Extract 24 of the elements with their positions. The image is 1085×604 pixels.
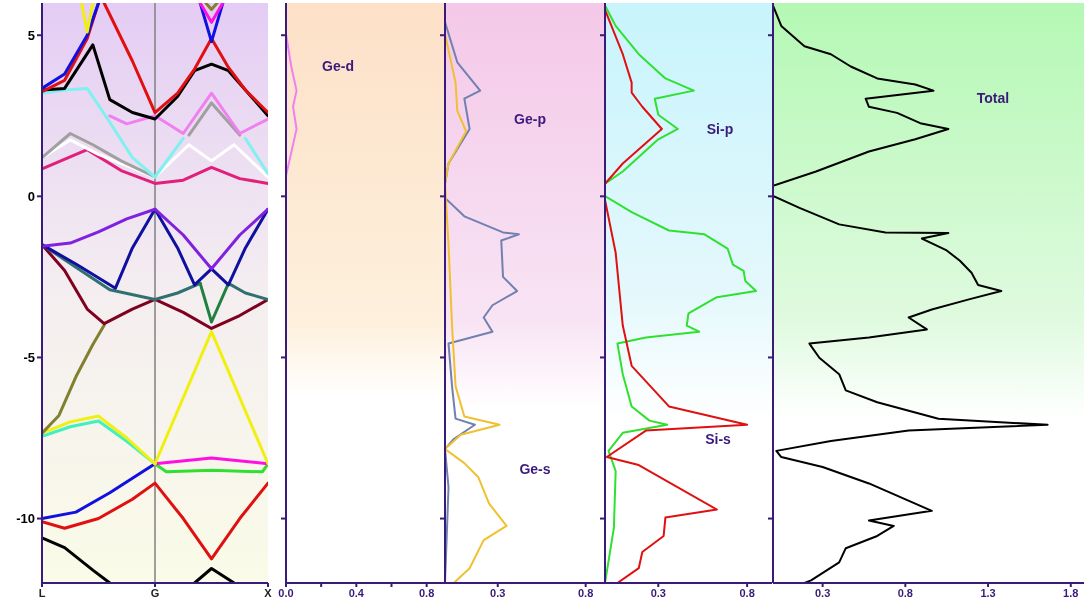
x-tick-label: G [150,586,160,599]
x-tick-label: 0.3 [650,586,666,599]
x-tick-label: 0.3 [814,586,831,599]
x-tick-label: 0.8 [578,586,594,599]
x-tick-label: 1.8 [1063,586,1079,599]
x-tick-label: X [264,586,273,599]
x-tick-label: L [38,586,46,599]
x-tick-label: 0.4 [348,586,365,599]
text: Total [975,90,1011,106]
y-tick-label: -10 [16,511,35,527]
x-tick-label: 0.8 [897,586,913,599]
x-tick-label: 0.8 [739,586,755,599]
text: Ge-p [513,111,547,127]
y-tick-label: 5 [27,27,35,43]
text: Ge-d [321,58,355,74]
x-tick-label: 0.0 [278,586,294,599]
y-tick-label: -5 [23,350,35,366]
x-tick-label: 0.3 [490,586,506,599]
series-label: Si-s [704,431,732,447]
y-tick-label: 0 [27,188,35,204]
text: Si-p [705,121,735,137]
x-tick-label: 1.3 [980,586,996,599]
text: Ge-s [518,461,552,477]
x-tick-label: 0.8 [419,586,435,599]
